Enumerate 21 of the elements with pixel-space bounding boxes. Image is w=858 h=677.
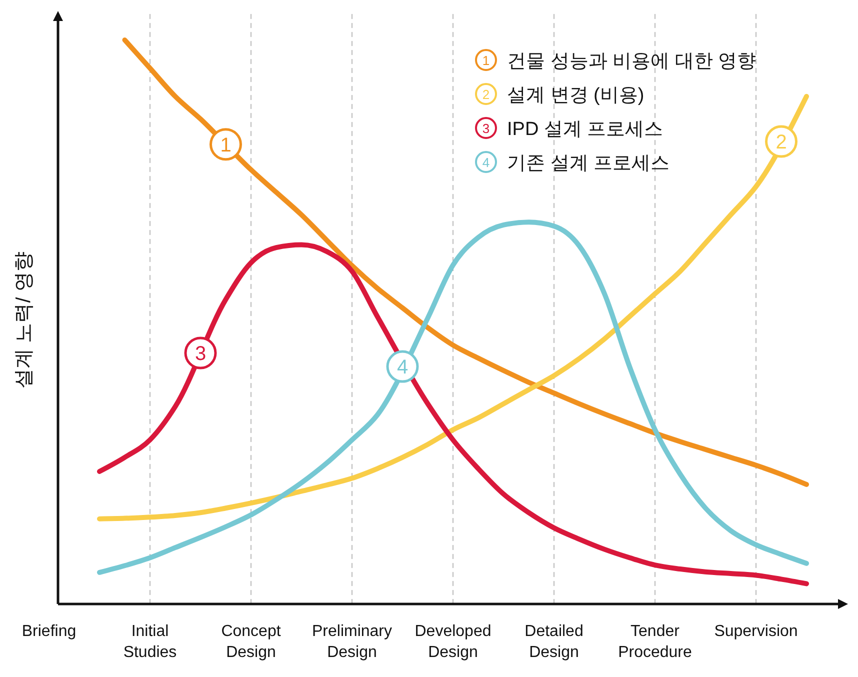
text: 4: [482, 155, 490, 170]
x-tick-label: Preliminary Design: [312, 623, 392, 661]
x-tick-label: Initial Studies: [123, 623, 177, 661]
x-tick-label: Developed Design: [414, 623, 492, 661]
annotation: 1: [220, 134, 232, 156]
x-tick-label: Tender Procedure: [618, 623, 692, 661]
y-axis-title: 설계 노력/ 영향: [13, 252, 35, 388]
x-tick-label: Briefing: [22, 623, 76, 640]
x-tick-label: Supervision: [714, 623, 798, 640]
legend-label: 설계 변경 (비용): [507, 85, 644, 106]
legend-label: 건물 성능과 비용에 대한 영향: [507, 51, 756, 72]
x-tick-label: Detailed Design: [524, 623, 584, 661]
x-tick-label: Concept Design: [221, 623, 282, 661]
text: 2: [482, 87, 490, 102]
annotation: 4: [396, 356, 408, 379]
legend-label: IPD 설계 프로세스: [507, 119, 664, 140]
text: 1: [482, 53, 490, 68]
text: 3: [482, 121, 490, 136]
legend-label: 기존 설계 프로세스: [507, 153, 670, 174]
annotation: 2: [776, 132, 787, 154]
annotation: 3: [194, 343, 206, 366]
